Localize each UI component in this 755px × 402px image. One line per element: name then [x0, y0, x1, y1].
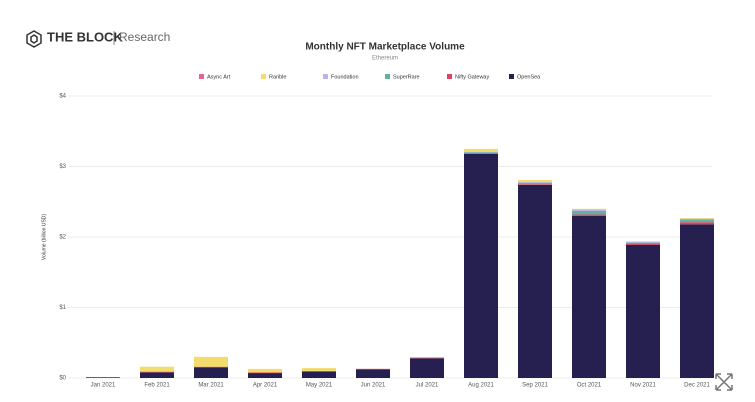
- chart-subtitle: Ethereum: [372, 56, 398, 62]
- y-tick-label: $3: [59, 164, 66, 170]
- bar-segment: [518, 182, 552, 185]
- legend-swatch: [509, 74, 514, 79]
- bar-segment: [464, 151, 498, 153]
- y-axis-label: Volume (billion USD): [41, 214, 47, 260]
- bar-segment: [464, 153, 498, 154]
- brand-sub: Research: [119, 30, 170, 44]
- bar-segment: [680, 217, 714, 219]
- bar-segment: [518, 182, 552, 183]
- bar-segment: [626, 241, 660, 242]
- bar-segment: [680, 218, 714, 220]
- legend-label: Async Art: [207, 74, 231, 80]
- bar-segment: [626, 242, 660, 244]
- legend-label: Rarible: [269, 74, 286, 80]
- bar-segment: [140, 371, 174, 373]
- legend-label: SuperRare: [393, 74, 420, 80]
- bar-segment: [518, 184, 552, 185]
- x-tick-label: Mar 2021: [198, 383, 224, 389]
- bar-segment: [194, 366, 228, 368]
- x-tick-label: Oct 2021: [577, 383, 602, 389]
- bar-segment: [140, 366, 174, 372]
- x-tick-label: Dec 2021: [684, 383, 710, 389]
- x-tick-label: Jun 2021: [361, 383, 386, 389]
- bar-segment: [410, 358, 444, 378]
- x-tick-label: Sep 2021: [522, 383, 548, 389]
- bar-segment: [680, 219, 714, 223]
- bar-segment: [464, 153, 498, 378]
- bar-segment: [194, 367, 228, 378]
- bar-segment: [572, 215, 606, 378]
- bar-segment: [194, 356, 228, 367]
- bar-segment: [518, 184, 552, 378]
- bar-segment: [680, 222, 714, 225]
- bar-segment: [572, 214, 606, 216]
- bar-segment: [302, 371, 336, 378]
- bar-segment: [572, 209, 606, 211]
- legend-swatch: [385, 74, 390, 79]
- bar-segment: [464, 152, 498, 154]
- legend-swatch: [199, 74, 204, 79]
- legend-label: Foundation: [331, 74, 359, 80]
- bar-segment: [302, 368, 336, 371]
- bar-segment: [248, 373, 282, 378]
- legend-swatch: [323, 74, 328, 79]
- bar-segment: [572, 208, 606, 210]
- logo-icon: [26, 30, 42, 48]
- legend-label: Nifty Gateway: [455, 74, 489, 80]
- x-tick-label: Jul 2021: [416, 383, 439, 389]
- x-tick-label: Jan 2021: [91, 383, 116, 389]
- bar-segment: [356, 368, 390, 370]
- y-tick-label: $2: [59, 235, 66, 241]
- legend-label: OpenSea: [517, 74, 541, 80]
- x-tick-label: May 2021: [306, 383, 333, 389]
- chart-title: Monthly NFT Marketplace Volume: [305, 42, 465, 53]
- bar-segment: [248, 368, 282, 373]
- bar-segment: [302, 370, 336, 372]
- bar-segment: [626, 243, 660, 245]
- legend-swatch: [261, 74, 266, 79]
- x-tick-label: Aug 2021: [468, 383, 494, 389]
- bar-segment: [518, 179, 552, 183]
- bar-segment: [248, 372, 282, 374]
- y-tick-label: $4: [59, 94, 66, 100]
- y-tick-label: $1: [59, 305, 66, 311]
- bar-segment: [410, 357, 444, 359]
- x-tick-label: Nov 2021: [630, 383, 656, 389]
- bar-segment: [680, 224, 714, 378]
- bar-segment: [626, 244, 660, 378]
- bar-segment: [356, 369, 390, 378]
- bar-segment: [464, 148, 498, 152]
- x-tick-label: Feb 2021: [144, 383, 170, 389]
- y-tick-label: $0: [59, 376, 66, 382]
- bar-segment: [626, 241, 660, 243]
- brand: THE BLOCK: [47, 29, 123, 44]
- bar-segment: [572, 210, 606, 215]
- legend-swatch: [447, 74, 452, 79]
- expand-icon[interactable]: [715, 373, 733, 391]
- bar-segment: [86, 377, 120, 378]
- x-tick-label: Apr 2021: [253, 383, 278, 389]
- bar-segment: [140, 372, 174, 378]
